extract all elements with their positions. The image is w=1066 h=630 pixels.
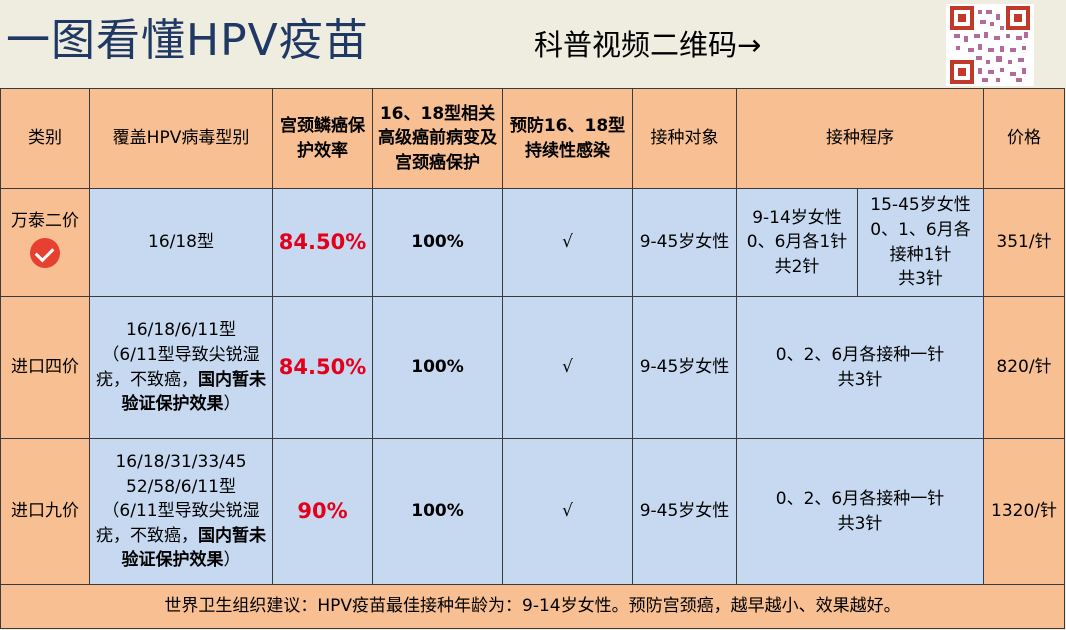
- efficacy-value: 84.50%: [278, 230, 367, 255]
- schedule-line: 共2针: [774, 256, 820, 277]
- schedule-line: 接种1针: [889, 244, 952, 265]
- row-schedule: 0、2、6月各接种一针 共3针: [736, 438, 984, 585]
- types-note-bold: 国内暂未验证保护效果: [121, 369, 267, 415]
- category-label: 万泰二价: [11, 211, 79, 232]
- row-types: 16/18/6/11型 （6/11型导致尖锐湿疣，不致癌，国内暂未验证保护效果）: [89, 296, 273, 439]
- qr-code-icon[interactable]: [946, 4, 1034, 86]
- header-price: 价格: [983, 88, 1065, 189]
- row-protection: 100%: [372, 296, 503, 439]
- row-prevention: √: [502, 438, 633, 585]
- row-efficacy: 84.50%: [272, 296, 373, 439]
- header-types: 覆盖HPV病毒型别: [89, 88, 273, 189]
- header-efficacy: 宫颈鳞癌保护效率: [272, 88, 373, 189]
- schedule-line: 15-45岁女性: [870, 195, 971, 216]
- row-price: 351/针: [983, 188, 1065, 297]
- table-footer-row: 世界卫生组织建议：HPV疫苗最佳接种年龄为：9-14岁女性。预防宫颈癌，越早越小…: [0, 584, 1065, 629]
- types-note-bold: 国内暂未验证保护效果: [121, 525, 267, 571]
- who-recommendation: 世界卫生组织建议：HPV疫苗最佳接种年龄为：9-14岁女性。预防宫颈癌，越早越小…: [0, 584, 1065, 629]
- table-row: 进口四价 16/18/6/11型 （6/11型导致尖锐湿疣，不致癌，国内暂未验证…: [0, 296, 1065, 439]
- row-protection: 100%: [372, 188, 503, 297]
- row-category: 进口九价: [0, 438, 90, 585]
- table-header-row: 类别 覆盖HPV病毒型别 宫颈鳞癌保护效率 16、18型相关高级癌前病变及宫颈癌…: [0, 88, 1065, 189]
- types-note: （6/11型导致尖锐湿疣，不致癌，国内暂未验证保护效果）: [93, 343, 269, 417]
- hpv-vaccine-table-wrapper: 类别 覆盖HPV病毒型别 宫颈鳞癌保护效率 16、18型相关高级癌前病变及宫颈癌…: [0, 88, 1066, 630]
- schedule-line: 0、1、6月各: [870, 219, 971, 240]
- header-target: 接种对象: [632, 88, 737, 189]
- schedule-line: 0、2、6月各接种一针: [775, 488, 945, 509]
- header-schedule: 接种程序: [736, 88, 984, 189]
- row-types: 16/18/31/33/45 52/58/6/11型 （6/11型导致尖锐湿疣，…: [89, 438, 273, 585]
- row-types: 16/18型: [89, 188, 273, 297]
- row-prevention: √: [502, 188, 633, 297]
- hpv-vaccine-table: 类别 覆盖HPV病毒型别 宫颈鳞癌保护效率 16、18型相关高级癌前病变及宫颈癌…: [0, 88, 1065, 629]
- schedule-line: 共3针: [898, 269, 943, 290]
- page-header: 一图看懂HPV疫苗 科普视频二维码→: [0, 0, 1066, 88]
- row-price: 1320/针: [983, 438, 1065, 585]
- table-row: 万泰二价 16/18型 84.50% 100% √ 9-45岁女性 9-14岁女…: [0, 188, 1065, 297]
- check-circle-icon: [30, 238, 60, 268]
- types-line: 16/18/6/11型: [126, 320, 236, 341]
- row-schedule-b: 15-45岁女性 0、1、6月各 接种1针 共3针: [857, 188, 984, 297]
- page-title: 一图看懂HPV疫苗: [6, 15, 369, 66]
- row-efficacy: 84.50%: [272, 188, 373, 297]
- efficacy-value: 90%: [297, 499, 348, 524]
- schedule-line: 0、2、6月各接种一针: [775, 344, 945, 365]
- row-protection: 100%: [372, 438, 503, 585]
- types-line: 16/18/31/33/45: [115, 451, 247, 472]
- types-note: （6/11型导致尖锐湿疣，不致癌，国内暂未验证保护效果）: [93, 499, 269, 573]
- header-prevention: 预防16、18型持续性感染: [502, 88, 633, 189]
- row-schedule-a: 9-14岁女性 0、6月各1针 共2针: [736, 188, 858, 297]
- row-category: 进口四价: [0, 296, 90, 439]
- types-note-end: ）: [223, 550, 241, 571]
- qr-caption: 科普视频二维码→: [534, 28, 762, 62]
- row-schedule: 0、2、6月各接种一针 共3针: [736, 296, 984, 439]
- row-efficacy: 90%: [272, 438, 373, 585]
- schedule-line: 共3针: [837, 369, 883, 390]
- row-prevention: √: [502, 296, 633, 439]
- types-note-text: （6/11型导致尖锐湿疣，不致癌，: [96, 501, 260, 546]
- row-target: 9-45岁女性: [632, 296, 737, 439]
- row-target: 9-45岁女性: [632, 438, 737, 585]
- row-price: 820/针: [983, 296, 1065, 439]
- header-protection: 16、18型相关高级癌前病变及宫颈癌保护: [372, 88, 503, 189]
- header-category: 类别: [0, 88, 90, 189]
- row-target: 9-45岁女性: [632, 188, 737, 297]
- schedule-line: 共3针: [837, 513, 883, 534]
- row-category: 万泰二价: [0, 188, 90, 297]
- types-note-end: ）: [223, 394, 241, 415]
- types-note-text: （6/11型导致尖锐湿疣，不致癌，: [96, 344, 260, 390]
- types-line: 52/58/6/11型: [126, 476, 236, 497]
- schedule-line: 9-14岁女性: [752, 207, 842, 228]
- efficacy-value: 84.50%: [278, 355, 367, 380]
- schedule-line: 0、6月各1针: [746, 232, 848, 253]
- table-row: 进口九价 16/18/31/33/45 52/58/6/11型 （6/11型导致…: [0, 438, 1065, 585]
